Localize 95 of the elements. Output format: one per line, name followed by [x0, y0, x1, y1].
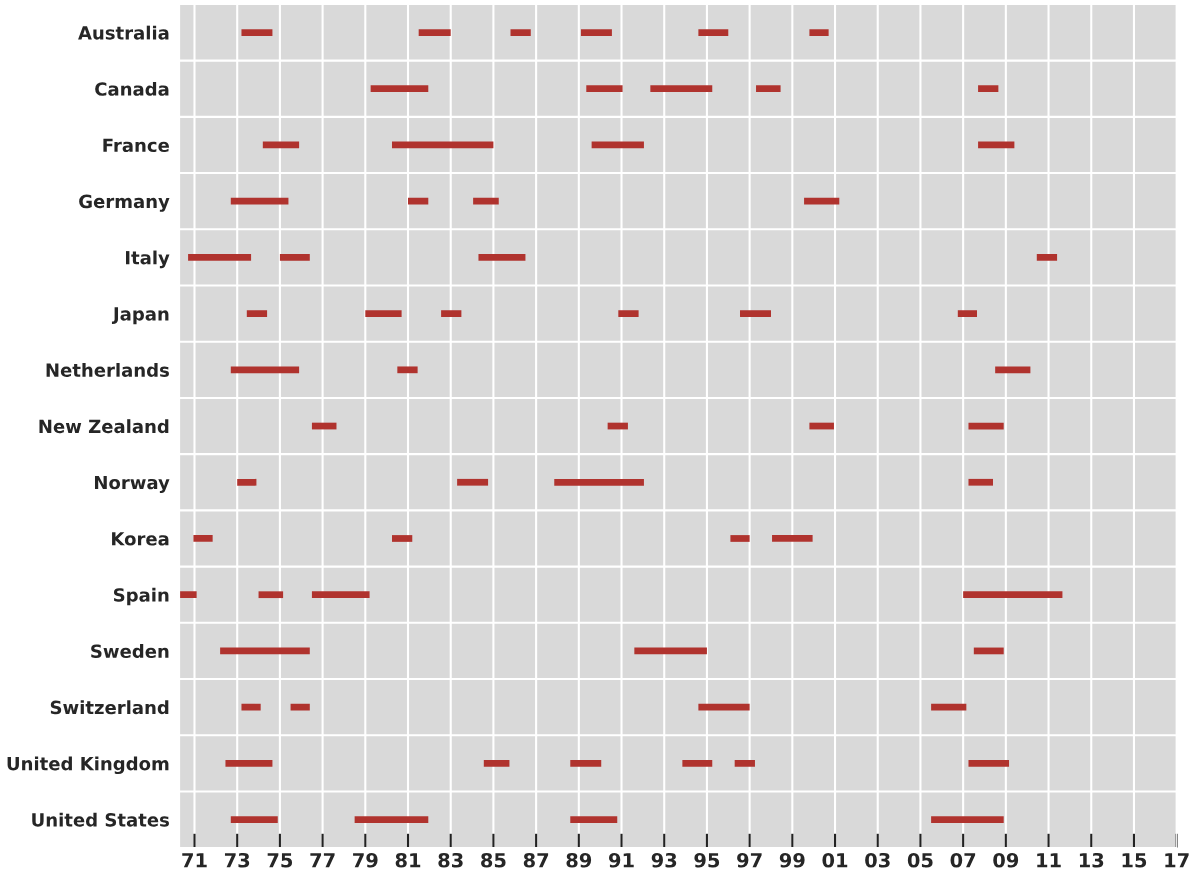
bar [478, 254, 526, 261]
bar [237, 478, 257, 486]
bar [441, 310, 462, 317]
bar [740, 310, 771, 317]
y-tick-label: United Kingdom [7, 756, 169, 775]
x-tick-label: 13 [1079, 852, 1104, 868]
bar [968, 422, 1004, 430]
bar [1036, 254, 1058, 261]
bar [580, 29, 612, 36]
y-tick-label: Italy [126, 250, 170, 269]
bar [391, 535, 413, 542]
bar [995, 366, 1031, 374]
bar [179, 591, 197, 599]
bar [957, 310, 978, 317]
bar [809, 29, 829, 36]
bar [570, 759, 602, 767]
y-tick-label: Japan [111, 307, 169, 325]
bar [772, 535, 813, 542]
x-tick-label: 99 [779, 852, 805, 868]
x-tick-label: 87 [523, 852, 549, 868]
bar [258, 591, 284, 599]
x-tick-label: 17 [1165, 853, 1189, 868]
x-tick-label: 15 [1122, 853, 1147, 868]
bar [931, 703, 967, 711]
bar [354, 816, 429, 823]
bar [279, 254, 310, 261]
bar [193, 535, 213, 542]
x-tick-label: 95 [694, 852, 720, 868]
bar [618, 310, 639, 317]
bar [804, 197, 840, 205]
bar [682, 759, 713, 767]
bar [650, 85, 713, 93]
bar [756, 85, 781, 93]
x-tick-label: 97 [737, 852, 762, 868]
x-tick-label: 79 [353, 852, 378, 868]
x-tick-label: 05 [907, 852, 933, 868]
y-tick-label: Sweden [91, 644, 169, 659]
x-tick-label: 83 [438, 852, 463, 868]
y-tick-label: Canada [95, 81, 169, 96]
bar [241, 703, 261, 711]
y-tick-label: Norway [95, 475, 170, 493]
x-tick-label: 71 [182, 853, 207, 868]
x-tick-label: 81 [395, 852, 421, 868]
bar [241, 29, 273, 36]
x-tick-label: 75 [267, 853, 293, 868]
bar [397, 366, 418, 374]
bar [570, 816, 618, 823]
bar [230, 197, 289, 205]
bar [408, 197, 429, 205]
x-tick-label: 01 [822, 852, 848, 868]
bar [473, 197, 499, 205]
y-tick-label: New Zealand [39, 419, 169, 434]
x-tick-label: 77 [310, 853, 335, 868]
bar [978, 85, 999, 93]
bar [931, 816, 1004, 823]
x-tick-label: 73 [224, 852, 250, 868]
y-tick-label: Germany [79, 194, 170, 212]
bar [510, 29, 531, 36]
bar [968, 478, 994, 486]
y-tick-label: Netherlands [46, 362, 169, 377]
y-tick-label: Switzerland [50, 700, 169, 715]
bar [734, 759, 755, 767]
bar [370, 85, 429, 93]
x-tick-label: 89 [566, 852, 592, 868]
x-tick-label: 09 [993, 852, 1019, 868]
bar [230, 816, 278, 823]
bar [730, 535, 750, 542]
y-tick-label: Australia [78, 25, 169, 40]
y-tick-label: Korea [112, 532, 169, 546]
bar [246, 310, 268, 317]
x-tick-label: 93 [651, 852, 677, 868]
bar [963, 591, 1063, 599]
bar [365, 310, 402, 317]
bar [698, 703, 750, 711]
x-tick-label: 07 [950, 852, 976, 868]
bar [457, 478, 489, 486]
bar [290, 703, 310, 711]
y-tick-label: Spain [113, 587, 169, 606]
bar [698, 29, 729, 36]
bar [418, 29, 451, 36]
bar [968, 759, 1010, 767]
bar [188, 254, 252, 261]
x-tick-label: 11 [1037, 853, 1061, 868]
y-tick-label: France [103, 138, 169, 153]
bar [230, 366, 300, 374]
bar [483, 759, 510, 767]
x-tick-label: 91 [609, 852, 634, 868]
bar [311, 591, 370, 599]
bar [586, 85, 623, 93]
bar [225, 759, 273, 767]
bar [809, 422, 834, 430]
bar [554, 478, 644, 486]
x-tick-label: 03 [865, 852, 890, 868]
x-tick-label: 85 [481, 852, 506, 868]
y-tick-label: United States [32, 812, 169, 827]
